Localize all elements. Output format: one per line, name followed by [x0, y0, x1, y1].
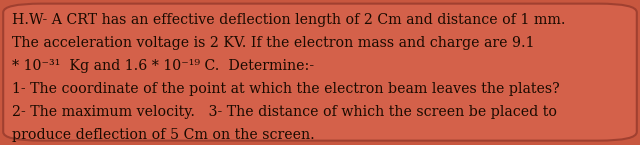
FancyBboxPatch shape — [3, 4, 637, 141]
Text: The acceleration voltage is 2 KV. If the electron mass and charge are 9.1: The acceleration voltage is 2 KV. If the… — [12, 36, 534, 50]
Text: H.W- A CRT has an effective deflection length of 2 Cm and distance of 1 mm.: H.W- A CRT has an effective deflection l… — [12, 13, 565, 27]
Text: 1- The coordinate of the point at which the electron beam leaves the plates?: 1- The coordinate of the point at which … — [12, 82, 559, 96]
Text: 2- The maximum velocity.   3- The distance of which the screen be placed to: 2- The maximum velocity. 3- The distance… — [12, 105, 557, 119]
Text: produce deflection of 5 Cm on the screen.: produce deflection of 5 Cm on the screen… — [12, 128, 314, 142]
Text: * 10⁻³¹  Kg and 1.6 * 10⁻¹⁹ C.  Determine:-: * 10⁻³¹ Kg and 1.6 * 10⁻¹⁹ C. Determine:… — [12, 59, 314, 73]
